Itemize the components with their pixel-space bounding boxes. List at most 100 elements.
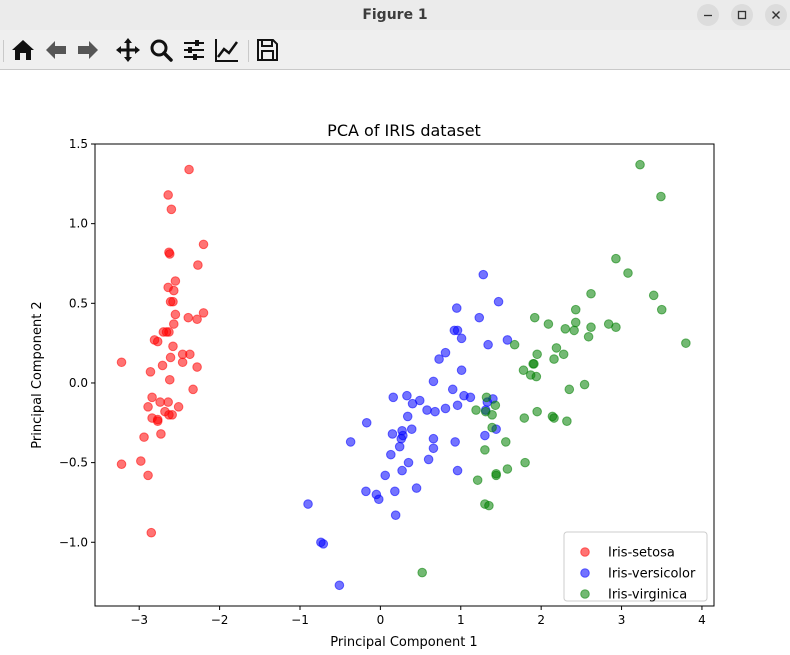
subplots-config-icon[interactable]	[180, 36, 208, 64]
data-point	[484, 500, 494, 511]
data-point	[163, 397, 173, 407]
data-point	[156, 429, 166, 439]
legend-box	[563, 531, 708, 602]
data-point	[531, 371, 542, 382]
data-point	[390, 486, 400, 497]
data-point	[188, 384, 198, 395]
y-tick-label: 0.0	[69, 376, 88, 390]
data-point	[478, 269, 489, 280]
legend-marker	[580, 568, 590, 578]
data-point	[570, 304, 581, 315]
data-point	[480, 445, 490, 455]
data-point	[373, 494, 384, 505]
data-point	[167, 410, 177, 420]
data-point	[569, 325, 579, 336]
data-point	[334, 580, 345, 591]
data-point	[428, 433, 439, 444]
x-tick-label: 0	[377, 613, 385, 627]
y-axis-label: Principal Component 2	[30, 301, 45, 448]
data-point	[635, 159, 645, 170]
data-point	[491, 470, 501, 481]
minimize-icon[interactable]	[697, 4, 719, 26]
data-point	[361, 486, 371, 497]
window-title: Figure 1	[362, 7, 428, 23]
forward-arrow-icon[interactable]	[74, 36, 102, 64]
zoom-icon[interactable]	[147, 36, 175, 64]
data-point	[487, 422, 497, 433]
data-point	[452, 465, 463, 476]
data-point	[422, 405, 432, 415]
data-point	[434, 354, 444, 364]
data-point	[549, 413, 559, 423]
data-point	[168, 285, 179, 296]
x-tick-label: −2	[211, 613, 229, 627]
data-point	[586, 288, 596, 299]
data-point	[407, 398, 418, 409]
y-tick-label: −0.5	[59, 456, 88, 470]
data-point	[166, 204, 177, 215]
save-icon[interactable]	[253, 36, 281, 64]
data-point	[170, 276, 181, 286]
data-point	[440, 403, 451, 414]
data-point	[183, 312, 194, 323]
data-point	[579, 379, 590, 390]
window-titlebar: Figure 1	[0, 0, 790, 30]
x-tick-label: −3	[130, 613, 148, 627]
data-point	[165, 352, 176, 363]
data-point	[168, 341, 178, 352]
home-icon[interactable]	[9, 36, 37, 64]
data-point	[388, 392, 399, 403]
data-point	[518, 365, 529, 376]
x-tick-label: 4	[698, 613, 706, 627]
data-point	[543, 319, 554, 329]
back-arrow-icon[interactable]	[42, 36, 70, 64]
data-point	[532, 406, 542, 417]
legend-label: Iris-versicolor	[608, 567, 696, 582]
data-point	[157, 360, 168, 371]
data-point	[397, 465, 407, 476]
data-point	[163, 190, 173, 200]
legend-label: Iris-virginica	[608, 588, 687, 603]
data-point	[145, 367, 156, 377]
data-point	[529, 312, 540, 323]
maximize-icon[interactable]	[731, 4, 753, 26]
edit-axis-icon[interactable]	[213, 36, 241, 64]
data-point	[380, 470, 391, 481]
data-point	[177, 357, 188, 368]
data-point	[502, 464, 513, 474]
data-point	[451, 303, 462, 313]
legend-marker	[580, 589, 590, 599]
pan-icon[interactable]	[114, 36, 142, 64]
data-point	[143, 402, 153, 412]
data-point	[161, 327, 172, 337]
data-point	[611, 253, 621, 264]
axes-frame	[94, 143, 715, 607]
data-point	[520, 457, 530, 468]
data-point	[500, 437, 511, 447]
data-point	[471, 405, 481, 415]
data-point	[465, 392, 476, 403]
data-point	[502, 335, 513, 345]
toolbar	[0, 30, 790, 70]
data-point	[509, 339, 520, 350]
y-tick-label: 0.5	[69, 296, 88, 310]
data-point	[493, 296, 504, 307]
data-point	[411, 483, 422, 493]
data-point	[452, 325, 463, 336]
x-tick-label: 2	[537, 613, 545, 627]
y-tick-label: −1.0	[59, 535, 88, 549]
data-point	[152, 414, 163, 425]
data-point	[481, 392, 492, 403]
close-icon[interactable]	[765, 4, 787, 26]
data-point	[303, 499, 313, 509]
data-point	[396, 433, 407, 444]
data-point	[147, 392, 157, 403]
data-point	[428, 443, 439, 454]
data-point	[192, 362, 202, 372]
data-point	[318, 539, 329, 549]
data-point	[562, 416, 572, 427]
data-point	[586, 322, 596, 333]
data-point	[474, 312, 485, 323]
data-point	[192, 314, 202, 325]
data-point	[198, 308, 209, 318]
